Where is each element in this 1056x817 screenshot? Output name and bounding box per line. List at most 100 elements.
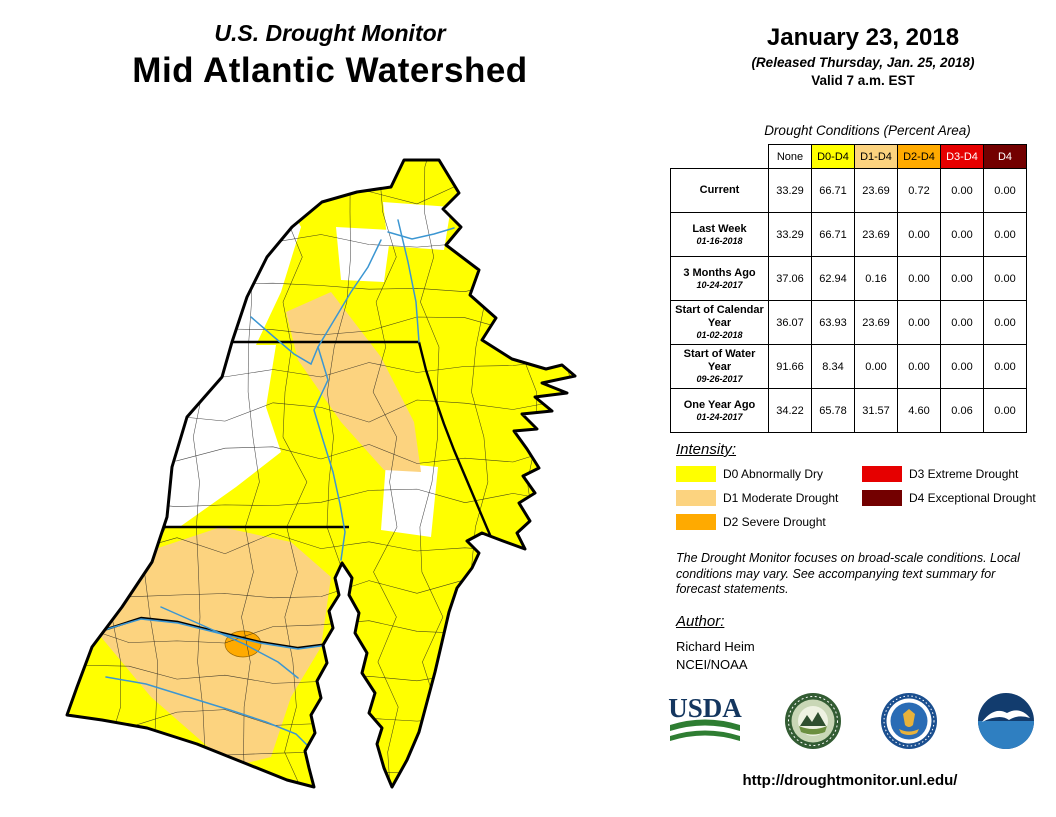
ndmc-logo	[784, 693, 841, 749]
cell-value: 0.00	[897, 256, 941, 301]
intensity-legend: Intensity: D0 Abnormally Dry D1 Moderate…	[676, 441, 1038, 530]
col-d0-d4: D0-D4	[811, 144, 855, 169]
row-label: Start of Water Year	[683, 348, 756, 373]
d1-swatch	[676, 490, 716, 506]
cell-value: 0.72	[897, 168, 941, 213]
cell-value: 37.06	[768, 256, 812, 301]
west-branch-river	[250, 316, 319, 366]
row-label: Last Week	[692, 222, 747, 235]
table-row-current: Current 33.29 66.71 23.69 0.72 0.00 0.00	[670, 168, 1027, 213]
cell-value: 0.00	[897, 300, 941, 345]
blank-corner-cell	[670, 144, 769, 169]
row-date: 01-24-2017	[696, 412, 743, 423]
report-date: January 23, 2018	[766, 24, 960, 51]
row-date: 01-02-2018	[696, 330, 743, 341]
james-river	[105, 676, 309, 747]
table-row-one-year-ago: One Year Ago 01-24-2017 34.22 65.78 31.57…	[670, 388, 1027, 433]
col-none: None	[768, 144, 812, 169]
cell-value: 34.22	[768, 388, 812, 433]
watershed-map-svg	[65, 158, 577, 789]
cell-value: 0.16	[854, 256, 898, 301]
agency-logos: USDA	[664, 688, 1036, 754]
rivers	[103, 219, 455, 747]
row-label: Current	[699, 183, 740, 196]
d3-swatch	[862, 466, 902, 482]
northeast-river	[387, 227, 455, 240]
cell-value: 23.69	[854, 300, 898, 345]
cell-value: 0.00	[897, 344, 941, 389]
cell-value: 0.00	[940, 300, 984, 345]
table-row-start-water-year: Start of Water Year 09-26-2017 91.66 8.34…	[670, 344, 1027, 389]
d2-swatch	[676, 514, 716, 530]
cell-value: 0.00	[854, 344, 898, 389]
valid-time: Valid 7 a.m. EST	[811, 73, 915, 88]
legend-item-d2: D2 Severe Drought	[676, 514, 848, 530]
cell-value: 23.69	[854, 168, 898, 213]
row-date: 10-24-2017	[696, 280, 743, 291]
table-title: Drought Conditions (Percent Area)	[764, 123, 971, 138]
cell-value: 8.34	[811, 344, 855, 389]
table-row-3-months-ago: 3 Months Ago 10-24-2017 37.06 62.94 0.16 …	[670, 256, 1027, 301]
d1-region-central-band	[286, 292, 421, 472]
no-drought-patch-delaware	[381, 462, 438, 537]
cell-value: 0.00	[983, 300, 1027, 345]
cell-value: 0.00	[940, 212, 984, 257]
svg-text:USDA: USDA	[668, 693, 742, 723]
usda-logo: USDA	[668, 693, 742, 741]
cell-value: 66.71	[811, 168, 855, 213]
row-label: Start of Calendar Year	[675, 304, 764, 329]
commerce-seal-logo	[881, 693, 938, 749]
upper-delaware-river	[397, 219, 420, 343]
row-date: 01-16-2018	[696, 236, 743, 247]
author-heading: Author:	[676, 613, 725, 630]
rappahannock-river	[160, 606, 299, 679]
site-url[interactable]: http://droughtmonitor.unl.edu/	[742, 772, 958, 789]
cell-value: 0.00	[983, 344, 1027, 389]
author-block: Author: Richard Heim NCEI/NOAA	[676, 613, 755, 673]
col-d2-d4: D2-D4	[897, 144, 941, 169]
date-block: January 23, 2018 (Released Thursday, Jan…	[688, 24, 1038, 88]
drought-conditions-table: None D0-D4 D1-D4 D2-D4 D3-D4 D4 Current …	[670, 144, 1027, 433]
cell-value: 0.00	[940, 256, 984, 301]
cell-value: 0.00	[983, 212, 1027, 257]
report-kicker: U.S. Drought Monitor	[214, 20, 446, 46]
d4-swatch	[862, 490, 902, 506]
cell-value: 0.00	[940, 344, 984, 389]
cell-value: 31.57	[854, 388, 898, 433]
cell-value: 0.00	[940, 168, 984, 213]
cell-value: 91.66	[768, 344, 812, 389]
col-d1-d4: D1-D4	[854, 144, 898, 169]
col-d4: D4	[983, 144, 1027, 169]
cell-value: 0.06	[940, 388, 984, 433]
cell-value: 4.60	[897, 388, 941, 433]
cell-value: 0.00	[983, 388, 1027, 433]
page-title: Mid Atlantic Watershed	[132, 51, 528, 90]
cell-value: 33.29	[768, 168, 812, 213]
table-header-row: None D0-D4 D1-D4 D2-D4 D3-D4 D4	[670, 144, 1027, 169]
intensity-title: Intensity:	[676, 441, 737, 458]
cell-value: 65.78	[811, 388, 855, 433]
legend-item-d1: D1 Moderate Drought	[676, 490, 848, 506]
disclaimer-text: The Drought Monitor focuses on broad-sca…	[676, 551, 1020, 597]
row-label: One Year Ago	[683, 398, 756, 411]
cell-value: 62.94	[811, 256, 855, 301]
d1-region-south	[101, 527, 331, 767]
d0-swatch	[676, 466, 716, 482]
cell-value: 0.00	[983, 256, 1027, 301]
col-d3-d4: D3-D4	[940, 144, 984, 169]
row-date: 09-26-2017	[696, 374, 743, 385]
drought-map	[46, 132, 671, 812]
table-row-last-week: Last Week 01-16-2018 33.29 66.71 23.69 0.…	[670, 212, 1027, 257]
legend-item-d3: D3 Extreme Drought	[862, 466, 1036, 482]
row-label: 3 Months Ago	[683, 266, 756, 279]
map-header: U.S. Drought Monitor Mid Atlantic Waters…	[30, 20, 630, 91]
cell-value: 23.69	[854, 212, 898, 257]
noaa-logo	[977, 693, 1034, 749]
no-drought-patch-north-center	[383, 202, 451, 250]
legend-item-d4: D4 Exceptional Drought	[862, 490, 1036, 506]
cell-value: 0.00	[897, 212, 941, 257]
cell-value: 63.93	[811, 300, 855, 345]
cell-value: 0.00	[983, 168, 1027, 213]
author-org: NCEI/NOAA	[676, 656, 748, 672]
susquehanna-river	[313, 239, 382, 561]
